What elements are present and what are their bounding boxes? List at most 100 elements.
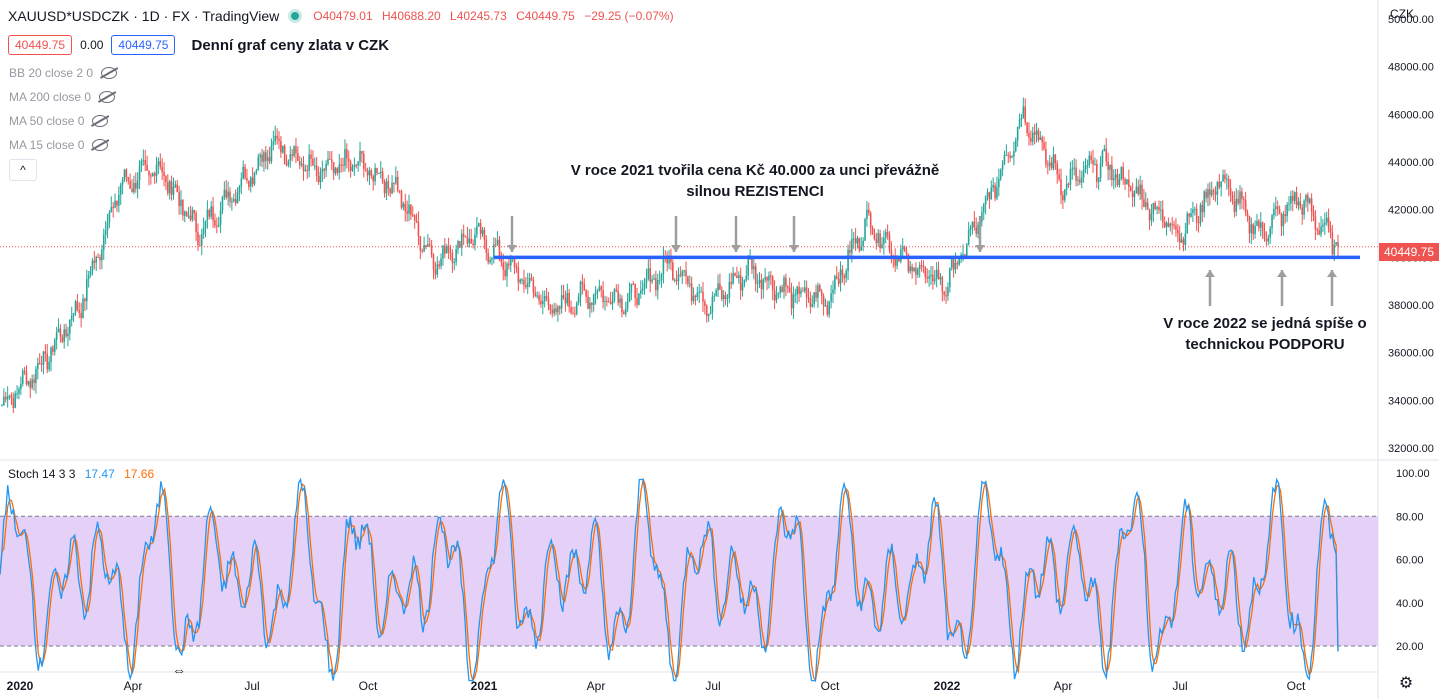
candle-body [221, 197, 224, 210]
candle-body [464, 236, 467, 238]
candle-body [1118, 179, 1121, 186]
candle-body [843, 275, 846, 279]
candle-body [1220, 181, 1222, 188]
candle-body [1035, 130, 1038, 135]
candle-body [127, 176, 130, 182]
candle-body [183, 211, 186, 216]
candle-body [1301, 207, 1303, 215]
candle-body [114, 200, 116, 208]
candle-body [1203, 191, 1206, 213]
candle-body [523, 279, 525, 286]
candle-body [649, 268, 652, 282]
stoch-k-line [0, 477, 1339, 682]
candle-body [773, 290, 776, 301]
eye-crossed-icon[interactable] [99, 91, 116, 103]
candle-body [943, 291, 945, 296]
candle-body [958, 257, 961, 265]
indicator-label: MA 50 close 0 [9, 114, 85, 128]
sell-price-box[interactable]: 40449.75 [8, 35, 73, 55]
candle-body [265, 152, 267, 161]
buy-price-box[interactable]: 40449.75 [111, 35, 176, 55]
candle-body [53, 339, 56, 352]
candle-body [1112, 178, 1115, 181]
indicator-ma200[interactable]: MA 200 close 0 [9, 90, 116, 104]
symbol-name[interactable]: XAUUSD*USDCZK · 1D · FX · TradingView [8, 8, 280, 24]
candle-body [31, 379, 33, 388]
candle-body [705, 305, 708, 317]
time-tick-label: Jul [244, 679, 259, 693]
candle-body [259, 154, 261, 158]
collapse-indicators-button[interactable]: ^ [9, 159, 37, 181]
candle-body [327, 158, 329, 164]
candle-body [319, 172, 322, 183]
candle-body [138, 165, 141, 180]
candle-body [136, 179, 139, 189]
horizontal-resize-icon[interactable]: ⇔ [172, 662, 186, 678]
stoch-legend[interactable]: Stoch 14 3 3 17.47 17.66 [8, 467, 154, 481]
candle-body [349, 161, 352, 171]
candle-body [1316, 229, 1319, 231]
candle-body [479, 223, 482, 235]
candle-body [734, 273, 736, 276]
candle-body [142, 160, 145, 162]
candle-body [1016, 126, 1019, 141]
candle-body [334, 168, 337, 174]
eye-crossed-icon[interactable] [92, 115, 109, 127]
time-tick-label: Oct [821, 679, 840, 693]
candle-body [655, 278, 657, 291]
indicator-label: MA 15 close 0 [9, 138, 85, 152]
time-tick-label: Apr [1054, 679, 1073, 693]
eye-crossed-icon[interactable] [92, 139, 109, 151]
eye-crossed-icon[interactable] [101, 67, 118, 79]
candle-body [234, 198, 237, 204]
candle-body [867, 209, 870, 214]
candle-body [276, 135, 278, 139]
indicator-bb[interactable]: BB 20 close 2 0 [9, 66, 118, 80]
candle-body [986, 192, 989, 197]
candle-body [223, 189, 226, 198]
candle-body [1009, 155, 1011, 158]
indicator-ma15[interactable]: MA 15 close 0 [9, 138, 109, 152]
candle-body [251, 177, 254, 185]
candle-body [1188, 213, 1190, 217]
candle-body [1218, 182, 1221, 188]
candle-body [900, 249, 902, 262]
candle-body [528, 277, 531, 284]
candle-body [741, 283, 744, 291]
candle-body [594, 292, 597, 295]
candle-body [694, 295, 697, 298]
candle-body [1073, 167, 1075, 169]
candle-body [1060, 179, 1062, 195]
candle-body [193, 209, 196, 214]
candle-body [830, 293, 832, 302]
candle-body [199, 244, 201, 246]
candle-body [157, 161, 160, 165]
stoch-tick-label: 40.00 [1396, 598, 1424, 610]
candle-body [161, 166, 163, 173]
candle-body [621, 298, 623, 313]
candle-body [1096, 164, 1098, 182]
gear-icon[interactable]: ⚙ [1398, 675, 1414, 692]
candle-body [315, 165, 318, 177]
candle-body [1303, 200, 1305, 215]
candle-body [1069, 169, 1072, 185]
candle-body [174, 184, 177, 188]
candle-body [379, 171, 382, 173]
candle-body [280, 141, 282, 153]
candle-body [975, 227, 978, 234]
candle-body [1310, 198, 1313, 212]
candle-body [474, 234, 476, 246]
candle-body [295, 146, 297, 154]
indicator-ma50[interactable]: MA 50 close 0 [9, 114, 109, 128]
candle-body [1280, 213, 1283, 227]
candle-body [585, 290, 587, 297]
candle-body [300, 163, 303, 166]
candle-body [1165, 222, 1168, 227]
price-tick-label: 42000.00 [1388, 205, 1434, 217]
candle-body [679, 274, 682, 276]
candle-body [1148, 208, 1151, 221]
candle-body [266, 157, 269, 161]
candle-body [496, 239, 499, 245]
candle-body [730, 281, 733, 284]
